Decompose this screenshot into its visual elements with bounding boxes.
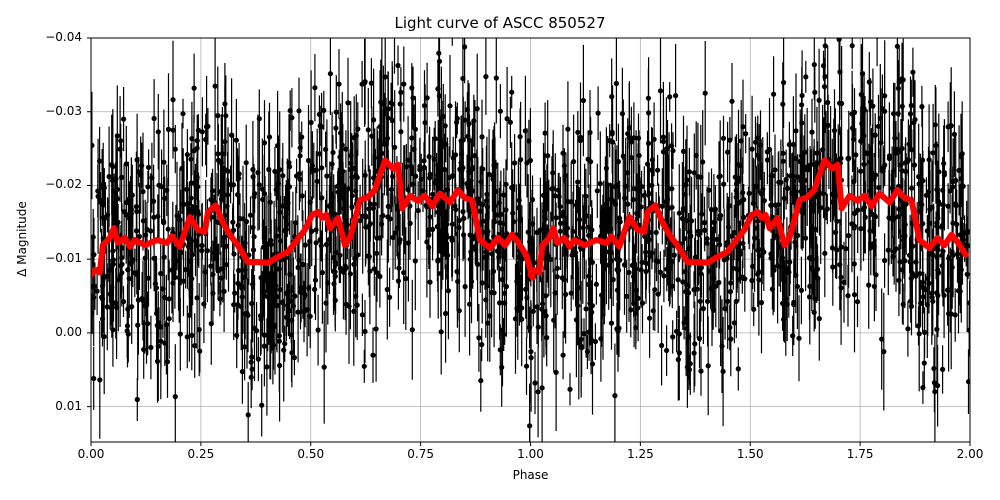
x-tick-label: 0.25 (187, 447, 215, 461)
y-tick-label: −0.02 (45, 177, 82, 192)
x-tick-label: 1.00 (517, 447, 544, 461)
x-tick-label: 0.50 (297, 447, 325, 461)
y-tick-label: 0.00 (55, 324, 82, 339)
tick-marks (87, 37, 971, 446)
binned-mean-curve (91, 157, 969, 281)
x-tick-label: 2.00 (956, 447, 984, 461)
x-tick-label: 0.00 (77, 447, 105, 461)
x-tick-label: 1.25 (627, 447, 654, 461)
x-tick-label: 1.75 (846, 447, 874, 461)
x-axis-label: Phase (512, 468, 549, 482)
y-tick-label: 0.01 (55, 398, 82, 413)
y-tick-label: −0.01 (45, 251, 82, 266)
y-tick-label: −0.03 (45, 103, 82, 118)
chart-title: Light curve of ASCC 850527 (394, 14, 606, 32)
x-tick-label: 1.50 (736, 447, 764, 461)
x-tick-label: 0.75 (407, 447, 434, 461)
y-tick-label: −0.04 (45, 30, 82, 44)
